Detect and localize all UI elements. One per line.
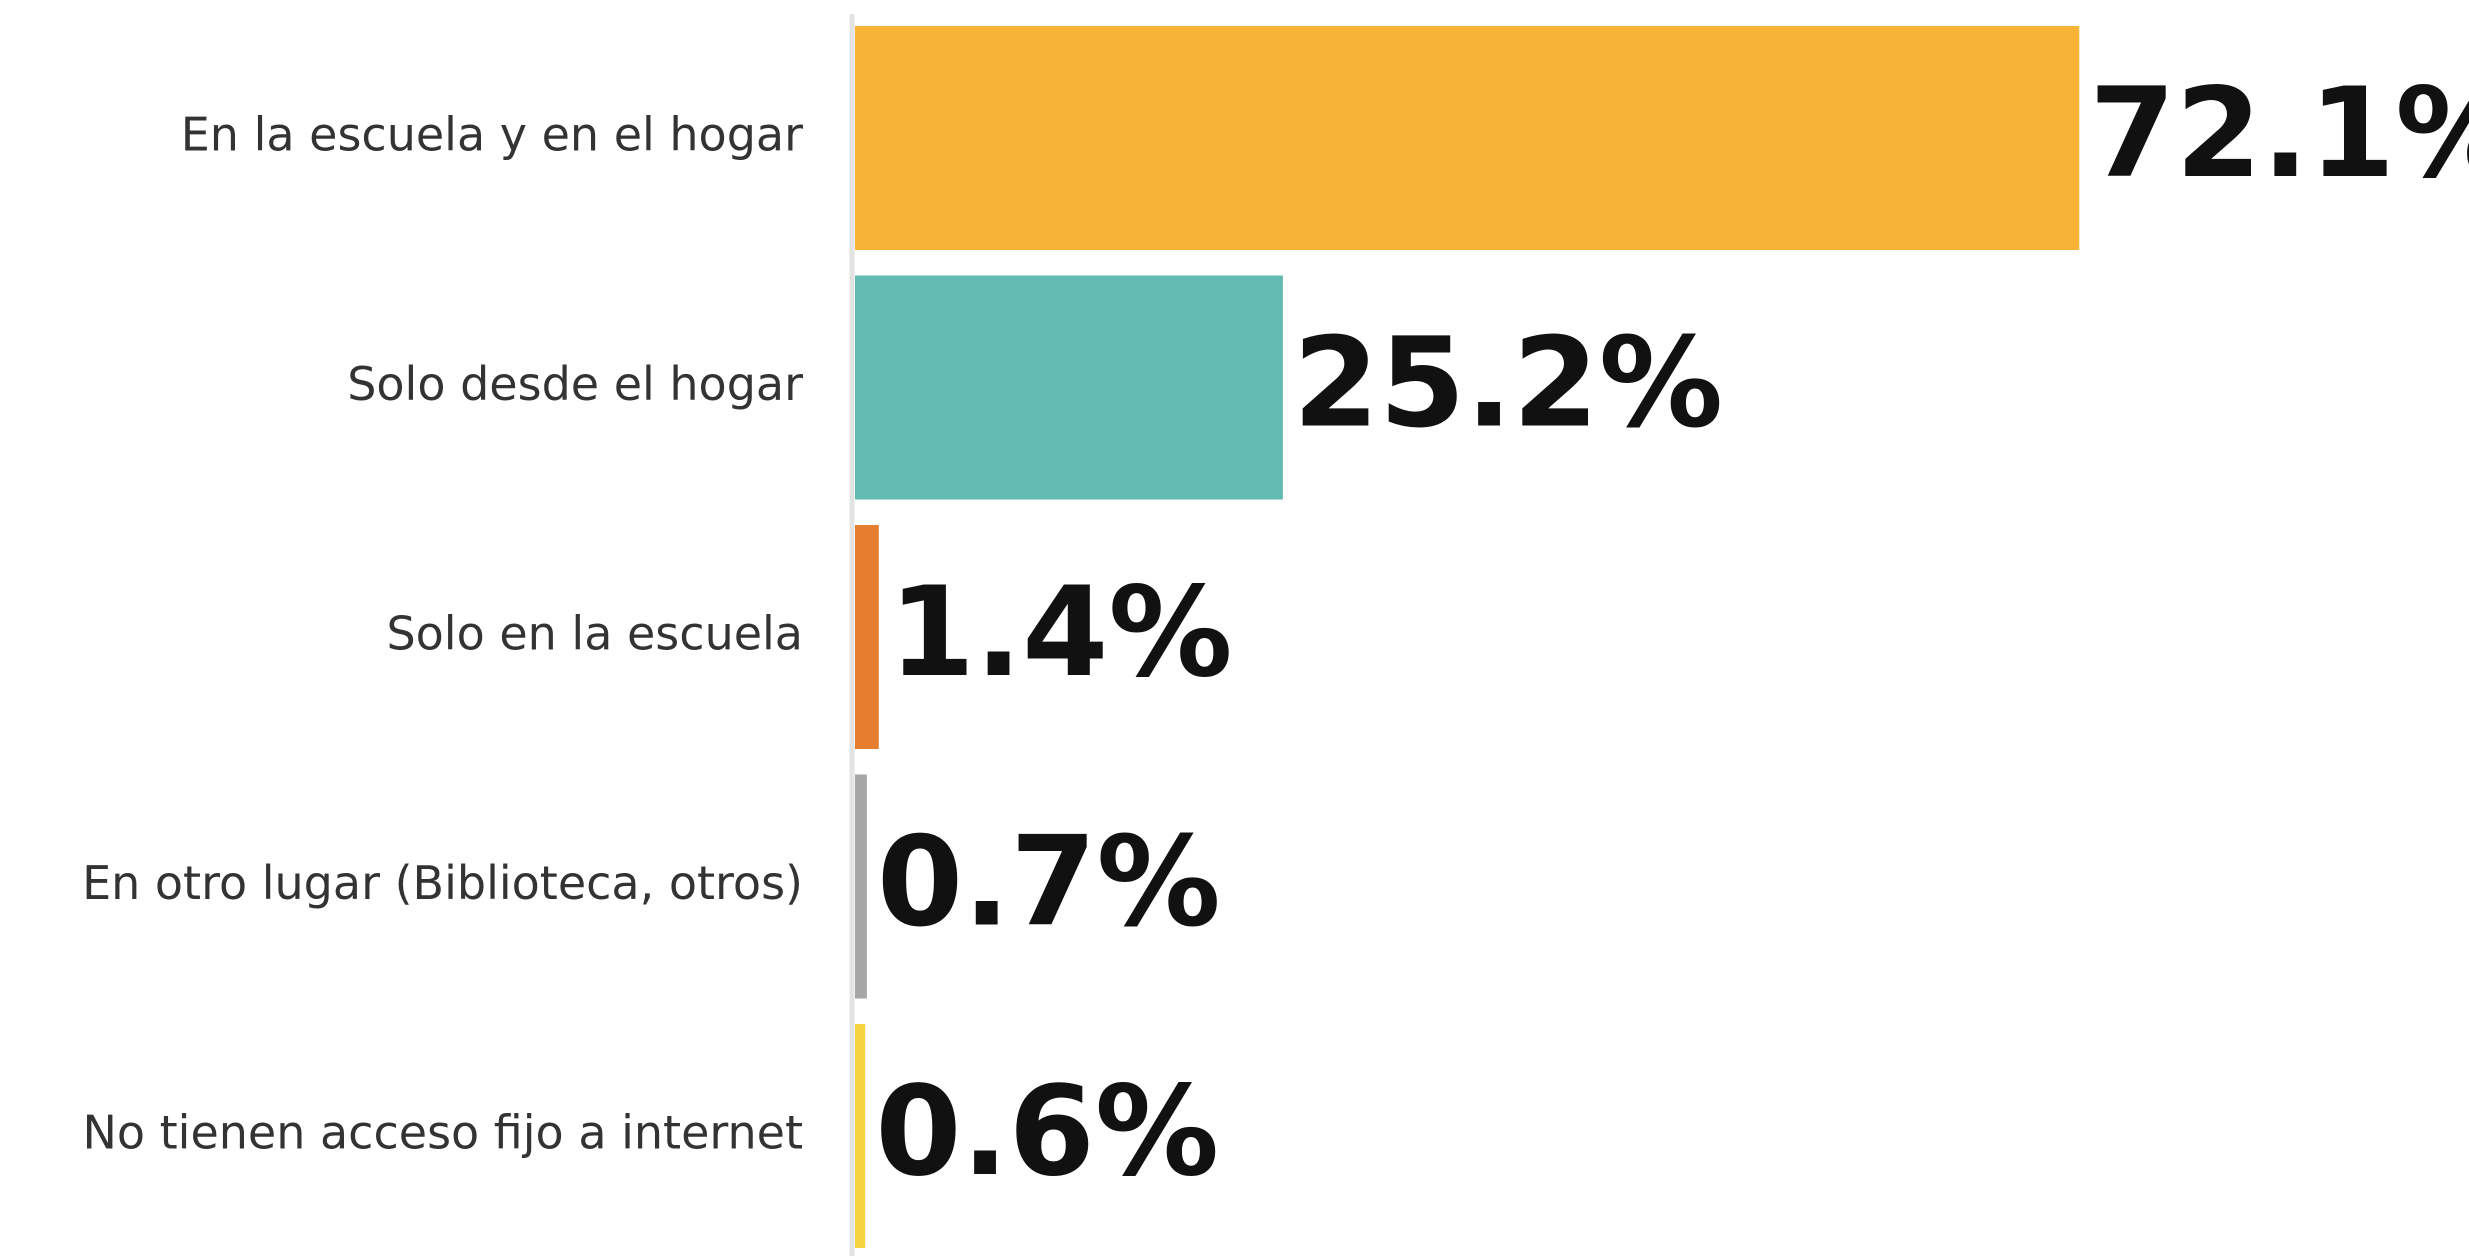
value-label: 25.2% [1293, 312, 1723, 456]
value-label: 1.4% [889, 561, 1233, 705]
value-label: 0.7% [877, 811, 1221, 955]
bar [855, 275, 1283, 500]
category-label: En otro lugar (Biblioteca, otros) [82, 856, 803, 910]
value-label: 72.1% [2089, 62, 2469, 206]
bar [855, 1024, 866, 1248]
category-label: En la escuela y en el hogar [181, 108, 803, 162]
category-label: Solo en la escuela [386, 607, 803, 661]
category-label: No tienen acceso fijo a internet [82, 1106, 803, 1160]
bar [855, 26, 2080, 250]
bar [855, 774, 867, 999]
bar [855, 525, 879, 749]
value-label: 0.6% [875, 1060, 1219, 1204]
category-label: Solo desde el hogar [347, 357, 803, 411]
